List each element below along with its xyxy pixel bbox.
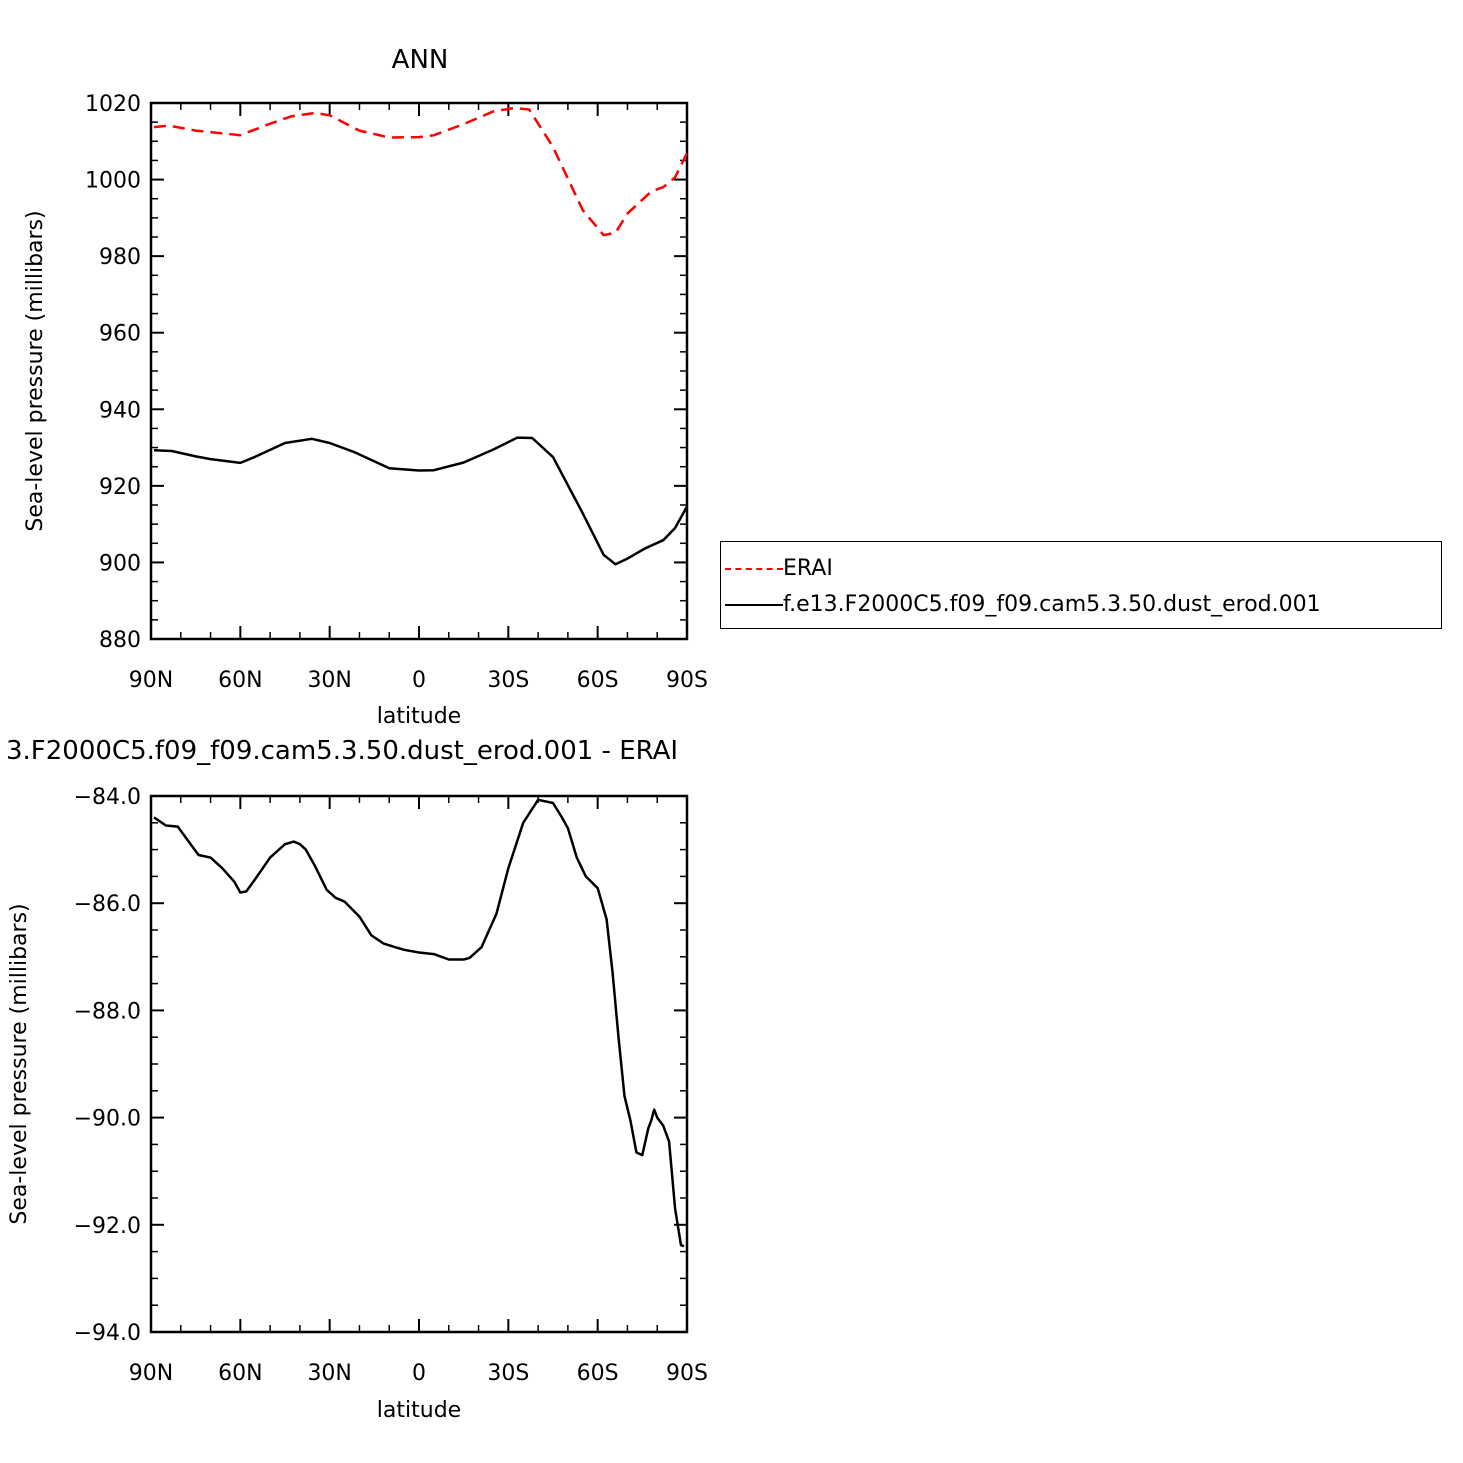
bottom-plot-frame — [149, 794, 689, 1334]
legend-label-model: f.e13.F2000C5.f09_f09.cam5.3.50.dust_ero… — [783, 592, 1321, 617]
y-tick-label: −94.0 — [74, 1321, 141, 1346]
x-tick-label: 30S — [487, 668, 529, 693]
y-tick-label: −86.0 — [74, 892, 141, 917]
y-tick-label: 900 — [99, 551, 141, 576]
x-tick-label: 90N — [129, 668, 173, 693]
legend-label-erai: ERAI — [783, 556, 833, 581]
bottom-plot: 3.F2000C5.f09_f09.cam5.3.50.dust_erod.00… — [6, 736, 708, 1423]
legend: ERAI f.e13.F2000C5.f09_f09.cam5.3.50.dus… — [720, 541, 1442, 629]
bottom-plot-x-tick-labels: 90N 60N 30N 0 30S 60S 90S — [129, 1361, 708, 1386]
y-tick-label: 960 — [99, 322, 141, 347]
y-tick-label: 940 — [99, 398, 141, 423]
top-plot-y-tick-labels: 880 900 920 940 960 980 1000 1020 — [85, 92, 141, 653]
x-tick-label: 90S — [666, 1361, 708, 1386]
series-line-0 — [153, 798, 685, 1248]
bottom-plot-title: 3.F2000C5.f09_f09.cam5.3.50.dust_erod.00… — [6, 736, 678, 766]
legend-swatch-model — [725, 604, 783, 606]
legend-entry-erai: ERAI — [721, 554, 1441, 584]
y-tick-label: −92.0 — [74, 1214, 141, 1239]
x-tick-label: 30N — [307, 668, 351, 693]
y-tick-label: −88.0 — [74, 999, 141, 1024]
series-line-0 — [153, 106, 689, 237]
y-tick-label: 1020 — [85, 92, 141, 117]
x-tick-label: 60N — [218, 668, 262, 693]
x-tick-label: 90N — [129, 1361, 173, 1386]
series-line-1 — [153, 436, 689, 566]
x-tick-label: 0 — [412, 668, 426, 693]
y-tick-label: −90.0 — [74, 1107, 141, 1132]
bottom-plot-y-tick-labels: −94.0 −92.0 −90.0 −88.0 −86.0 −84.0 — [74, 785, 141, 1346]
x-tick-label: 30S — [487, 1361, 529, 1386]
bottom-plot-x-axis-label: latitude — [377, 1398, 461, 1423]
top-plot-series — [153, 106, 689, 566]
x-tick-label: 0 — [412, 1361, 426, 1386]
x-tick-label: 60S — [577, 1361, 619, 1386]
legend-swatch-erai — [725, 568, 783, 570]
x-tick-label: 60S — [577, 668, 619, 693]
y-tick-label: 980 — [99, 245, 141, 270]
y-tick-label: 880 — [99, 628, 141, 653]
legend-entry-model: f.e13.F2000C5.f09_f09.cam5.3.50.dust_ero… — [721, 590, 1441, 620]
y-tick-label: −84.0 — [74, 785, 141, 810]
x-tick-label: 60N — [218, 1361, 262, 1386]
top-plot-x-tick-labels: 90N 60N 30N 0 30S 60S 90S — [129, 668, 708, 693]
bottom-plot-y-axis-label: Sea-level pressure (millibars) — [7, 903, 32, 1224]
top-plot-x-axis-label: latitude — [377, 704, 461, 729]
y-tick-label: 1000 — [85, 169, 141, 194]
x-tick-label: 30N — [307, 1361, 351, 1386]
top-plot-y-axis-label: Sea-level pressure (millibars) — [23, 210, 48, 531]
bottom-plot-ticks — [150, 795, 688, 1333]
bottom-plot-series — [153, 798, 685, 1248]
top-plot-ticks — [150, 102, 688, 640]
y-tick-label: 920 — [99, 475, 141, 500]
top-plot: ANN 880 900 920 940 960 980 1000 1020 90N 60N 30N… — [23, 45, 708, 729]
top-plot-title: ANN — [392, 45, 449, 75]
x-tick-label: 90S — [666, 668, 708, 693]
